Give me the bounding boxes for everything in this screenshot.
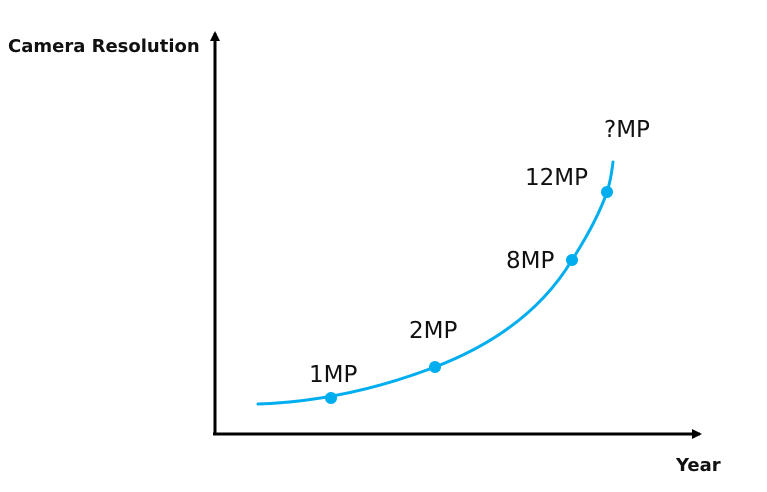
data-point-0 xyxy=(325,392,337,404)
data-point-3 xyxy=(601,186,613,198)
y-axis-title: Camera Resolution xyxy=(8,36,200,57)
x-axis-title: Year xyxy=(675,455,721,476)
data-label-3: 12MP xyxy=(525,165,588,191)
data-point-2 xyxy=(566,254,578,266)
data-label-4: ?MP xyxy=(604,117,650,143)
data-label-2: 8MP xyxy=(506,248,554,274)
data-label-0: 1MP xyxy=(309,362,357,388)
data-label-1: 2MP xyxy=(409,318,457,344)
data-marks: 1MP 2MP 8MP 12MP ?MP xyxy=(309,117,650,404)
data-point-1 xyxy=(429,361,441,373)
